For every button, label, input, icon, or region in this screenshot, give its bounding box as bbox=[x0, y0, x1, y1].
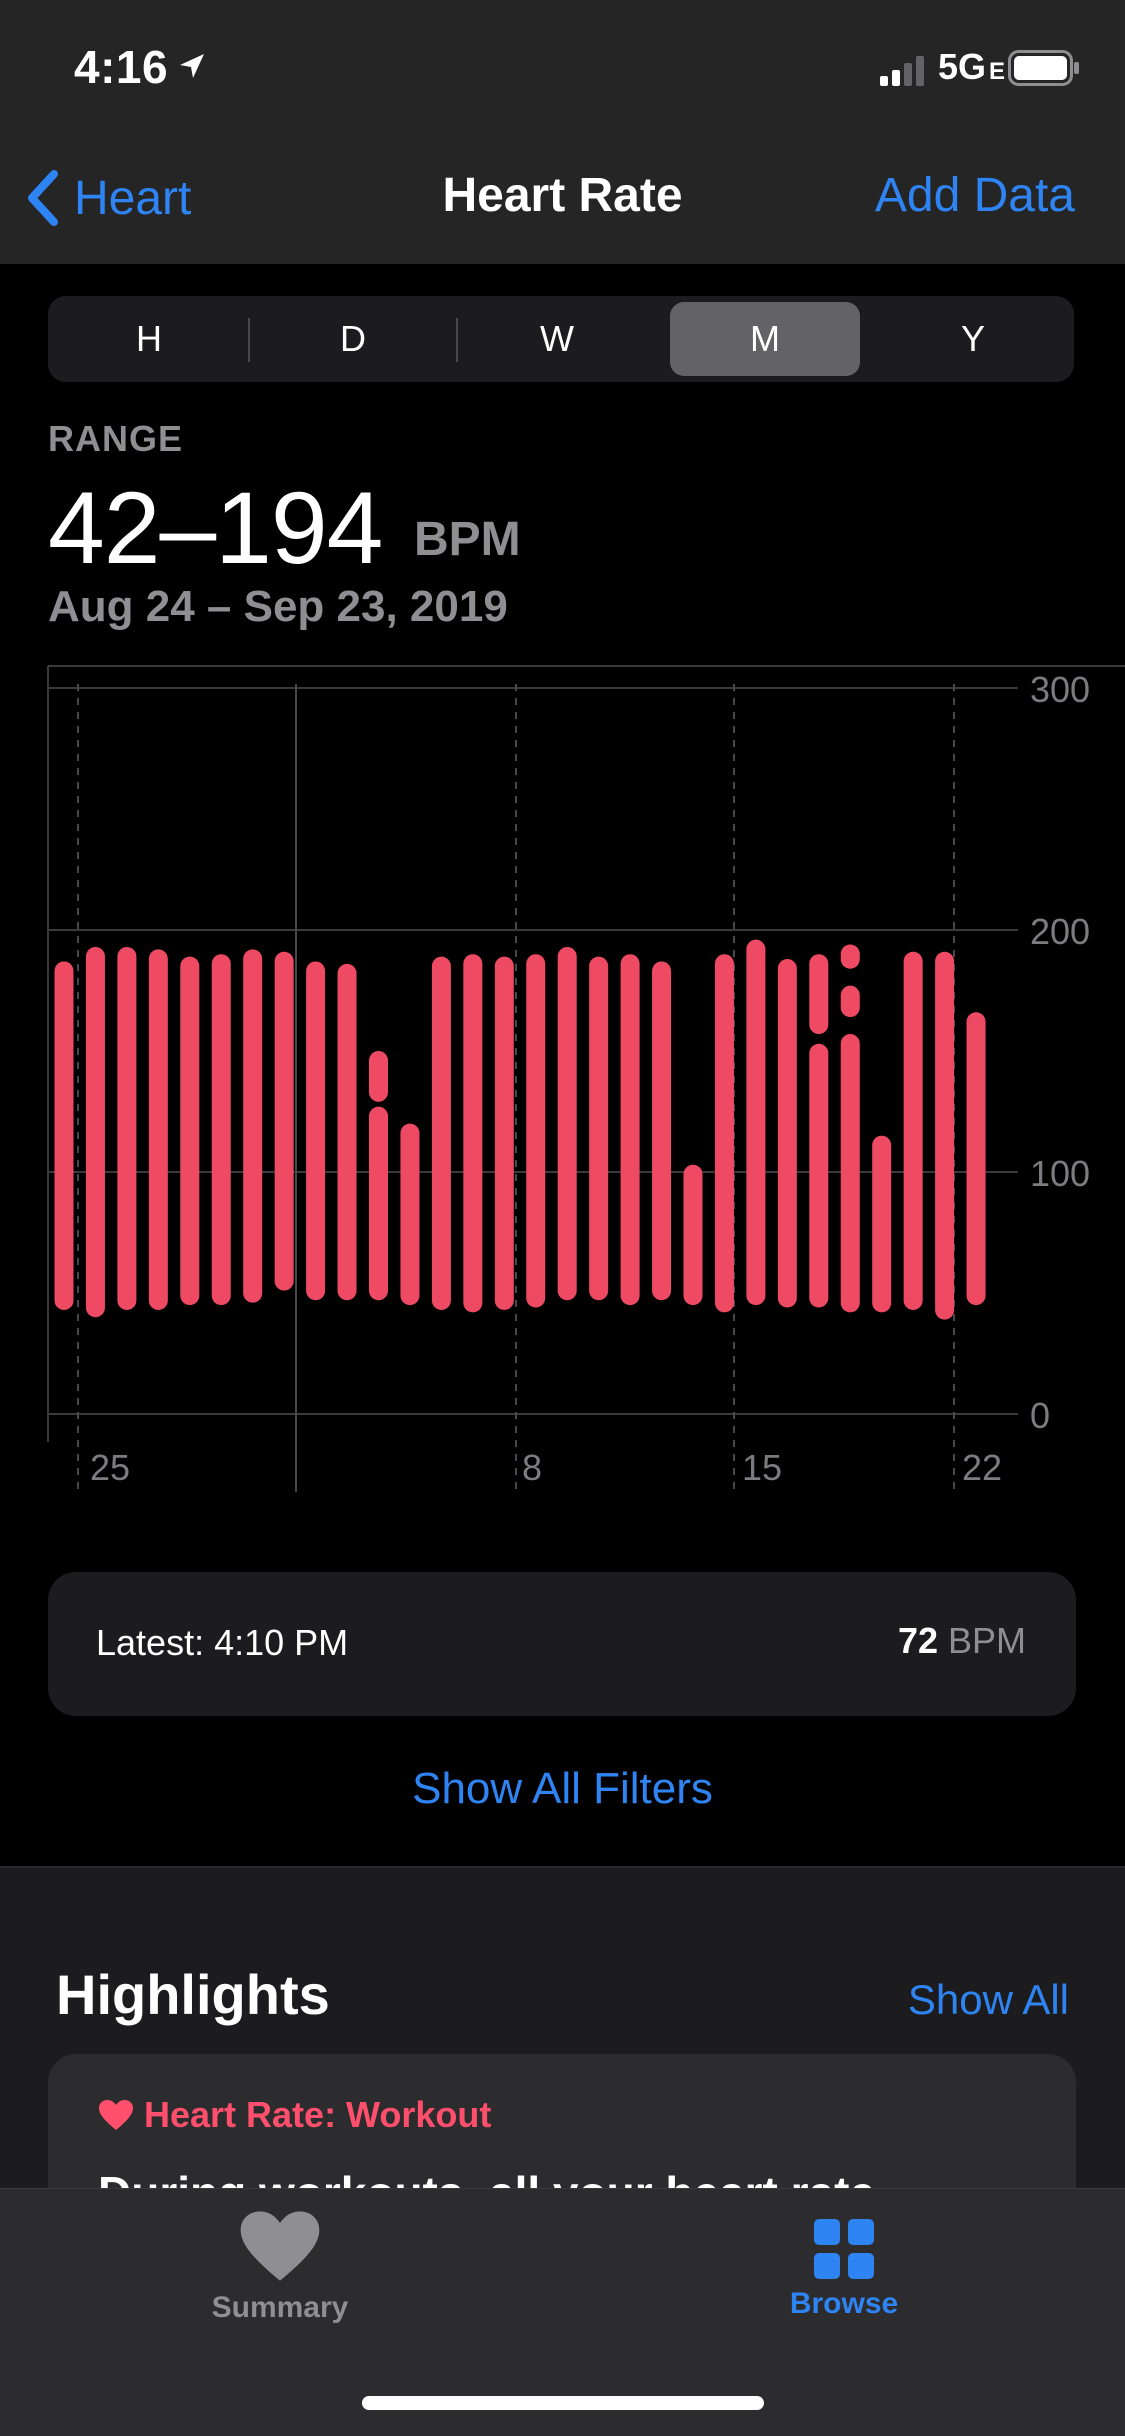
y-tick-label: 0 bbox=[1030, 1395, 1050, 1436]
heart-rate-range-bar bbox=[840, 1034, 860, 1313]
tab-summary-label: Summary bbox=[211, 2291, 349, 2324]
heart-rate-range-bar bbox=[148, 949, 168, 1310]
heart-rate-range-bar bbox=[777, 959, 797, 1308]
show-all-filters-button[interactable]: Show All Filters bbox=[412, 1764, 713, 1813]
battery-icon bbox=[1008, 50, 1079, 86]
heart-rate-range-bar bbox=[714, 954, 734, 1313]
segment-month[interactable]: M bbox=[670, 302, 860, 376]
back-button[interactable]: Heart bbox=[24, 164, 191, 232]
segment-day[interactable]: D bbox=[340, 318, 366, 359]
highlights-title: Highlights bbox=[56, 1963, 330, 2026]
heart-icon bbox=[99, 2100, 133, 2130]
heart-rate-range-bar bbox=[557, 946, 577, 1301]
heart-rate-range-bar bbox=[872, 1135, 892, 1313]
segment-week[interactable]: W bbox=[540, 318, 574, 359]
network-indicator: 5G E bbox=[938, 46, 1006, 87]
signal-icon bbox=[880, 56, 924, 86]
heart-rate-range-bar bbox=[526, 954, 546, 1308]
heart-rate-range-bar bbox=[400, 1123, 420, 1306]
time-range-segmented-control: H D W M Y bbox=[48, 296, 1074, 382]
heart-rate-range-bar bbox=[652, 961, 672, 1301]
heart-rate-range-bar bbox=[306, 961, 326, 1301]
add-data-button[interactable]: Add Data bbox=[874, 169, 1075, 222]
tab-summary[interactable]: Summary bbox=[130, 2209, 430, 2325]
heart-rate-range-bar bbox=[369, 1106, 388, 1301]
heart-rate-range-bar bbox=[903, 951, 923, 1310]
heart-rate-range-bar bbox=[243, 949, 263, 1303]
home-indicator bbox=[362, 2396, 764, 2410]
heart-rate-range-bar bbox=[935, 951, 955, 1320]
tab-bar: Summary Browse bbox=[0, 2188, 1125, 2436]
highlight-card-header: Heart Rate: Workout bbox=[98, 2094, 491, 2136]
heart-rate-range-bar bbox=[683, 1164, 703, 1306]
latest-value: 72 BPM bbox=[897, 1620, 1026, 1661]
heart-rate-range-bar bbox=[840, 985, 860, 1018]
heart-rate-range-bar bbox=[620, 954, 640, 1306]
tab-browse[interactable]: Browse bbox=[694, 2209, 994, 2321]
x-tick-label: 22 bbox=[962, 1447, 1002, 1488]
x-tick-label: 25 bbox=[90, 1447, 130, 1488]
status-time: 4:16 bbox=[74, 41, 169, 93]
back-label: Heart bbox=[74, 171, 192, 225]
latest-label: Latest: 4:10 PM bbox=[96, 1622, 349, 1663]
range-value: 42–194 bbox=[48, 471, 383, 585]
heart-rate-range-bar bbox=[966, 1012, 986, 1306]
heart-icon bbox=[240, 2211, 320, 2281]
segment-divider bbox=[456, 318, 458, 362]
heart-rate-range-bar bbox=[494, 956, 514, 1310]
heart-rate-range-bar bbox=[809, 1043, 829, 1308]
heart-rate-range-bar bbox=[337, 963, 357, 1301]
location-arrow-icon bbox=[180, 54, 204, 78]
heart-rate-range-bar bbox=[211, 954, 231, 1306]
heart-rate-range-bar bbox=[180, 956, 200, 1306]
heart-rate-chart[interactable]: 0 100 200 300 25 8 15 22 bbox=[0, 660, 1125, 1500]
heart-rate-range-bar bbox=[589, 956, 609, 1301]
heart-rate-range-bar bbox=[54, 961, 74, 1310]
y-tick-label: 100 bbox=[1030, 1153, 1090, 1194]
segment-divider bbox=[248, 318, 250, 362]
page-title: Heart Rate bbox=[442, 169, 683, 222]
grid-icon bbox=[814, 2219, 874, 2279]
heart-rate-range-bar bbox=[431, 956, 451, 1310]
heart-rate-range-bar bbox=[746, 939, 766, 1306]
chevron-left-icon bbox=[28, 170, 58, 226]
heart-rate-range-bar bbox=[85, 946, 105, 1318]
segment-year[interactable]: Y bbox=[960, 318, 985, 359]
range-unit: BPM bbox=[414, 513, 521, 566]
heart-rate-range-bar bbox=[274, 951, 294, 1291]
heart-rate-range-bar bbox=[809, 954, 829, 1035]
x-tick-label: 8 bbox=[522, 1447, 542, 1488]
tab-browse-label: Browse bbox=[789, 2287, 899, 2320]
heart-rate-range-bar bbox=[463, 954, 483, 1313]
segment-hour[interactable]: H bbox=[136, 318, 162, 359]
latest-reading-card[interactable]: Latest: 4:10 PM 72 BPM bbox=[48, 1572, 1076, 1716]
heart-rate-range-bar bbox=[117, 946, 137, 1310]
range-label: RANGE bbox=[48, 418, 184, 459]
y-tick-label: 300 bbox=[1030, 669, 1090, 710]
navigation-bar: 4:16 5G E Heart Heart Rate Add Data bbox=[0, 0, 1125, 264]
highlight-card-title: Heart Rate: Workout bbox=[144, 2094, 492, 2135]
heart-rate-range-bar bbox=[369, 1051, 388, 1102]
y-tick-label: 200 bbox=[1030, 911, 1090, 952]
highlights-show-all-button[interactable]: Show All bbox=[907, 1976, 1069, 2023]
heart-rate-range-bar bbox=[840, 944, 860, 969]
x-tick-label: 15 bbox=[742, 1447, 782, 1488]
range-dates: Aug 24 – Sep 23, 2019 bbox=[48, 582, 508, 631]
